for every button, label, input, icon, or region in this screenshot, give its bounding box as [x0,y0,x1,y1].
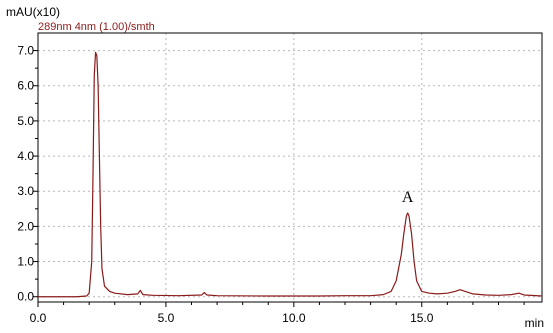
y-tick-label: 5.0 [17,114,34,128]
x-tick-label: 10.0 [282,311,306,325]
detector-label: 289nm 4nm (1.00)/smth [38,21,155,33]
x-tick-label: 5.0 [158,311,175,325]
x-tick-label: 15.0 [410,311,434,325]
annotations: A [402,189,414,206]
y-tick-label: 4.0 [17,149,34,163]
grid [38,33,542,302]
y-tick-label: 6.0 [17,79,34,93]
plot-frame [37,32,543,303]
series-layer [38,51,543,298]
y-tick-label: 0.0 [17,290,34,304]
y-tick-label: 3.0 [17,184,34,198]
peak-annotation: A [402,189,414,206]
y-axis-label: mAU(x10) [6,5,60,19]
y-tick-label: 7.0 [17,44,34,58]
chromatogram-trace [38,51,543,298]
y-tick-label: 2.0 [17,219,34,233]
ticks: 0.0 5.0 10.0 15.0 0.0 1.0 2.0 3.0 4.0 5.0 6.0 7.0 [17,44,525,325]
axes [37,32,543,303]
x-axis-label: min [525,316,544,330]
x-tick-label: 0.0 [30,311,47,325]
y-tick-label: 1.0 [17,255,34,269]
